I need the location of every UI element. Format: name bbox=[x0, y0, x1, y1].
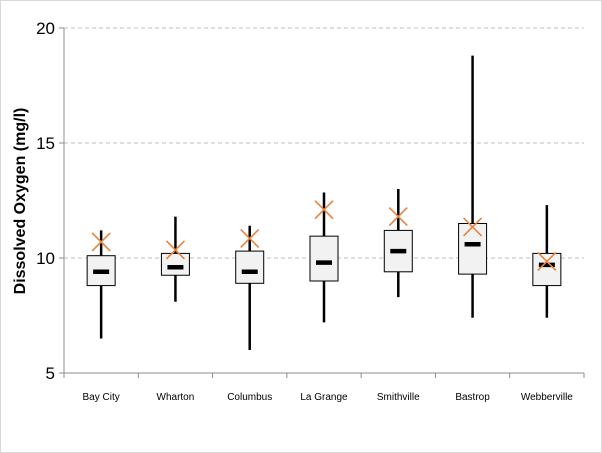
mean-marker bbox=[388, 207, 408, 227]
y-axis-label: Dissolved Oxygen (mg/l) bbox=[12, 108, 29, 295]
box bbox=[235, 250, 265, 284]
x-tick-label: Columbus bbox=[227, 392, 272, 403]
mean-marker bbox=[240, 228, 260, 249]
box bbox=[309, 235, 339, 282]
x-tick-label: La Grange bbox=[300, 392, 348, 403]
y-tick-labels: 5 10 15 20 bbox=[36, 19, 55, 383]
x-tick-label: Wharton bbox=[157, 392, 195, 403]
y-tick-label: 10 bbox=[36, 249, 55, 268]
x-tick-label: Bastrop bbox=[455, 392, 490, 403]
y-tick-label: 5 bbox=[46, 364, 55, 383]
mean-marker bbox=[91, 232, 111, 252]
x-tick-label: Webberville bbox=[521, 392, 573, 403]
box bbox=[458, 223, 488, 275]
x-tick-label: Bay City bbox=[83, 392, 120, 403]
mean-marker bbox=[165, 240, 185, 260]
x-tick-label: Smithville bbox=[377, 392, 420, 403]
box bbox=[532, 252, 562, 287]
y-tick-label: 20 bbox=[36, 19, 55, 38]
mean-marker bbox=[314, 200, 334, 220]
box bbox=[86, 255, 116, 287]
mean-marker bbox=[463, 217, 483, 237]
axes bbox=[59, 27, 585, 378]
boxes bbox=[86, 55, 562, 350]
mean-marker bbox=[537, 251, 557, 272]
box bbox=[160, 252, 190, 276]
x-tick-labels: Bay City Wharton Columbus La Grange Smithvil… bbox=[83, 392, 574, 403]
y-tick-label: 15 bbox=[36, 134, 55, 153]
